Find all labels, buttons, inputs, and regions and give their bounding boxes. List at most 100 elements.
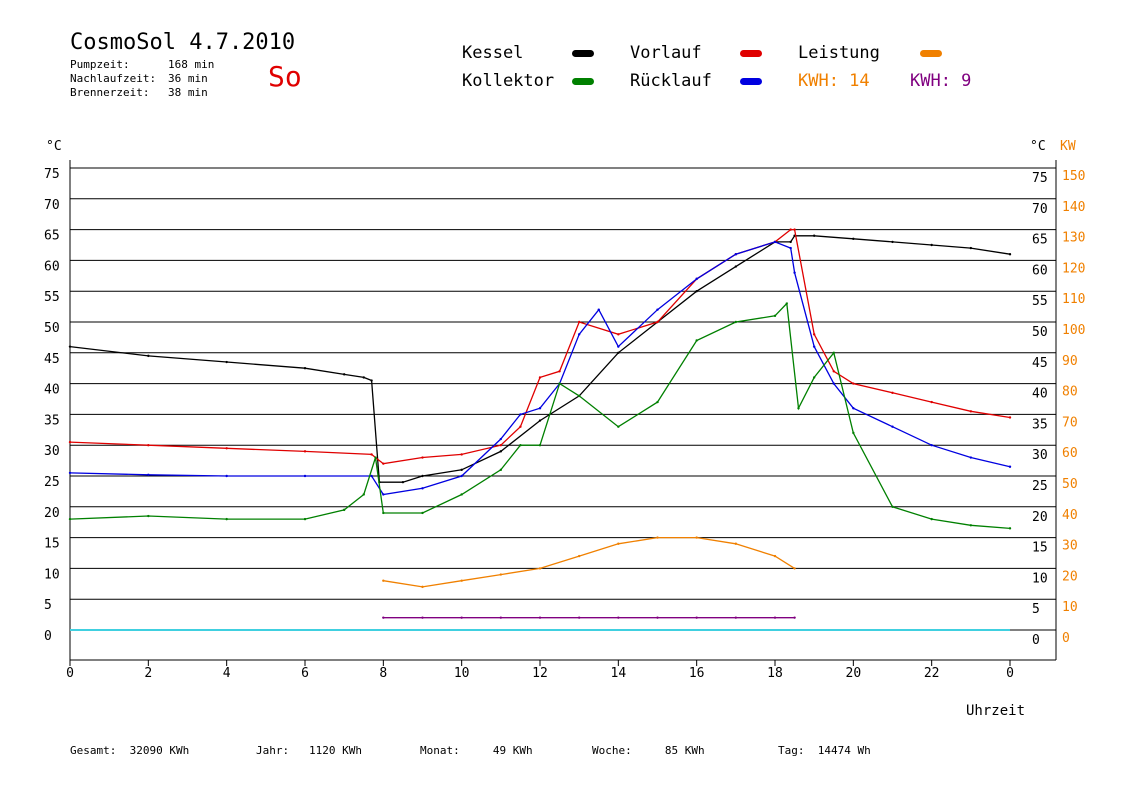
series-point-0: [695, 290, 698, 293]
legend-ruecklauf-swatch: [740, 78, 762, 85]
series-point-3: [68, 517, 72, 521]
series-point-1: [68, 440, 72, 444]
series-point-1: [789, 228, 792, 231]
y-axis-label-right-kw: KW: [1060, 139, 1076, 154]
series-point-3: [303, 517, 307, 521]
series-point-3: [382, 511, 385, 515]
y-tick-label-left: 30: [44, 444, 60, 459]
series-point-1: [519, 425, 522, 428]
series-point-5: [460, 616, 463, 619]
y-tick-label-right-c: 65: [1032, 233, 1048, 248]
y-tick-label-right-c: 55: [1032, 294, 1048, 309]
y-tick-label-left: 35: [44, 413, 60, 428]
legend-kessel-swatch: [572, 50, 594, 57]
y-tick-label-right-c: 35: [1032, 417, 1048, 432]
series-line-1: [69, 228, 1011, 465]
y-tick-label-right-kw: 150: [1062, 169, 1085, 184]
series-point-3: [499, 468, 503, 472]
series-point-3: [969, 524, 973, 527]
series-point-2: [832, 382, 835, 385]
series-point-1: [832, 370, 835, 373]
series-point-2: [225, 474, 228, 478]
x-tick-label: 10: [454, 666, 470, 681]
y-tick-label-right-c: 0: [1032, 633, 1040, 648]
y-tick-label-right-kw: 60: [1062, 446, 1078, 461]
series-point-0: [499, 450, 503, 453]
x-tick-label: 8: [379, 666, 387, 681]
y-tick-label-right-c: 40: [1032, 387, 1048, 402]
stat-label-brennerzeit: Brennerzeit:: [70, 86, 150, 99]
series-point-5: [382, 616, 385, 619]
series-point-0: [225, 360, 228, 364]
series-point-0: [538, 419, 542, 422]
y-tick-label-right-c: 5: [1032, 602, 1040, 617]
weekday-label: So: [268, 60, 302, 93]
series-point-2: [734, 253, 738, 256]
series-point-3: [773, 314, 777, 318]
y-tick-label-right-kw: 90: [1062, 354, 1078, 369]
series-point-1: [499, 444, 503, 447]
series-lines: [68, 228, 1012, 631]
x-tick-label: 20: [846, 666, 862, 681]
footer-tag: Tag: 14474 Wh: [778, 744, 871, 757]
y-tick-label-right-kw: 50: [1062, 477, 1078, 492]
series-point-3: [1008, 527, 1012, 530]
series-line-2: [69, 241, 1011, 496]
series-point-4: [499, 573, 503, 576]
legend-kollektor-swatch: [572, 78, 594, 85]
y-tick-label-right-c: 70: [1032, 202, 1048, 217]
y-tick-label-right-kw: 10: [1062, 600, 1078, 615]
chart-title: CosmoSol 4.7.2010: [70, 30, 296, 55]
y-tick-label-right-c: 30: [1032, 448, 1048, 463]
series-point-5: [538, 616, 542, 619]
y-tick-label-right-c: 50: [1032, 325, 1048, 340]
series-point-2: [370, 474, 373, 478]
series-point-2: [793, 271, 796, 274]
y-axis-label-right-c: °C: [1030, 139, 1046, 154]
legend-leistung: Leistung: [798, 43, 880, 63]
series-point-4: [734, 542, 738, 545]
series-point-2: [460, 474, 463, 478]
series-point-0: [342, 373, 346, 376]
series-point-3: [519, 444, 522, 447]
series-point-2: [930, 444, 933, 447]
series-point-0: [147, 354, 150, 358]
series-point-3: [734, 320, 738, 324]
series-point-0: [852, 237, 855, 241]
series-point-2: [382, 493, 385, 496]
x-tick-label: 22: [924, 666, 940, 681]
series-point-3: [832, 351, 835, 354]
tick-labels: 0510152025303540455055606570750510152025…: [44, 167, 1085, 681]
series-point-4: [382, 579, 385, 582]
stat-value-pumpzeit: 168 min: [168, 58, 215, 71]
footer-jahr: Jahr: 1120 KWh: [256, 744, 362, 757]
y-tick-label-left: 25: [44, 475, 60, 490]
y-tick-label-left: 45: [44, 352, 60, 367]
series-point-4: [577, 554, 581, 558]
legend-kessel: Kessel: [462, 43, 524, 63]
axes: [69, 160, 1057, 666]
series-point-5: [793, 616, 796, 619]
series-point-2: [812, 345, 816, 348]
series-point-3: [695, 339, 698, 342]
y-tick-label-right-c: 75: [1032, 171, 1048, 186]
footer-woche: Woche: 85 KWh: [592, 744, 705, 757]
series-point-2: [519, 413, 522, 416]
series-point-5: [656, 616, 659, 619]
series-point-1: [225, 447, 228, 450]
y-tick-label-left: 50: [44, 321, 60, 336]
series-point-3: [852, 431, 855, 435]
footer-gesamt: Gesamt: 32090 KWh: [70, 744, 190, 757]
series-point-5: [421, 616, 424, 619]
footer-monat: Monat: 49 KWh: [420, 744, 533, 757]
series-point-1: [370, 453, 373, 456]
legend-kollektor: Kollektor: [462, 71, 555, 91]
legend-kwh-purple: KWH: 9: [910, 71, 972, 91]
y-tick-label-right-kw: 20: [1062, 569, 1078, 584]
x-tick-label: 2: [144, 666, 152, 681]
x-tick-label: 0: [1006, 666, 1014, 681]
series-point-2: [617, 345, 620, 348]
x-tick-label: 16: [689, 666, 705, 681]
y-tick-label-right-kw: 140: [1062, 200, 1085, 215]
